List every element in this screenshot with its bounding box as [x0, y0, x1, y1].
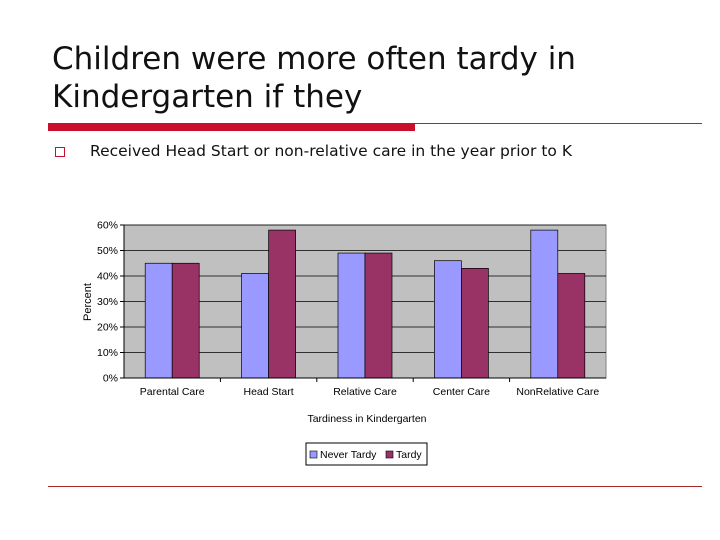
- legend-label-tardy: Tardy: [396, 449, 422, 461]
- x-axis-label: Tardiness in Kindergarten: [307, 413, 426, 425]
- x-axis-ticks: Parental Care Head Start Relative Care Cent…: [140, 378, 599, 398]
- bar-tardy: [364, 252, 393, 379]
- legend: Never Tardy Tardy: [305, 442, 428, 466]
- legend-swatch-never-tardy: [309, 450, 318, 459]
- x-tick-label: Head Start: [243, 386, 293, 398]
- bar-chart: 0% 10% 20% 30% 40% 50% 60% Parental Care Head S…: [82, 220, 607, 466]
- bullet-square-icon: [55, 147, 65, 157]
- bar-never-tardy: [241, 273, 269, 379]
- x-tick-label: Relative Care: [333, 386, 397, 398]
- y-tick-label: 20%: [97, 322, 118, 334]
- bar-never-tardy: [337, 252, 366, 379]
- y-tick-label: 40%: [97, 271, 118, 283]
- slide-title: Children were more often tardy in Kinder…: [52, 41, 576, 115]
- title-accent-bar: [48, 123, 415, 131]
- x-tick-label: Center Care: [433, 386, 490, 398]
- legend-box: [305, 442, 428, 466]
- bar-never-tardy: [530, 229, 559, 379]
- y-tick-label: 0%: [103, 373, 118, 385]
- bar-tardy: [461, 267, 489, 379]
- legend-swatch-tardy: [385, 450, 394, 459]
- bar-tardy: [171, 262, 200, 379]
- legend-label-never-tardy: Never Tardy: [320, 449, 377, 461]
- bar-never-tardy: [434, 260, 462, 379]
- y-axis-label: Percent: [82, 283, 94, 321]
- bar-never-tardy: [144, 262, 173, 379]
- bar-tardy: [268, 229, 296, 379]
- bars: [144, 229, 586, 379]
- bar-tardy: [557, 273, 586, 379]
- x-tick-label: NonRelative Care: [516, 386, 599, 398]
- y-tick-label: 30%: [97, 296, 118, 308]
- y-tick-label: 60%: [97, 220, 118, 232]
- x-tick-label: Parental Care: [140, 386, 205, 398]
- y-tick-label: 10%: [97, 347, 118, 359]
- y-tick-label: 50%: [97, 245, 118, 257]
- footer-rule: [48, 486, 702, 487]
- bullet-text: Received Head Start or non-relative care…: [90, 142, 572, 160]
- y-axis-ticks: 0% 10% 20% 30% 40% 50% 60%: [97, 220, 124, 385]
